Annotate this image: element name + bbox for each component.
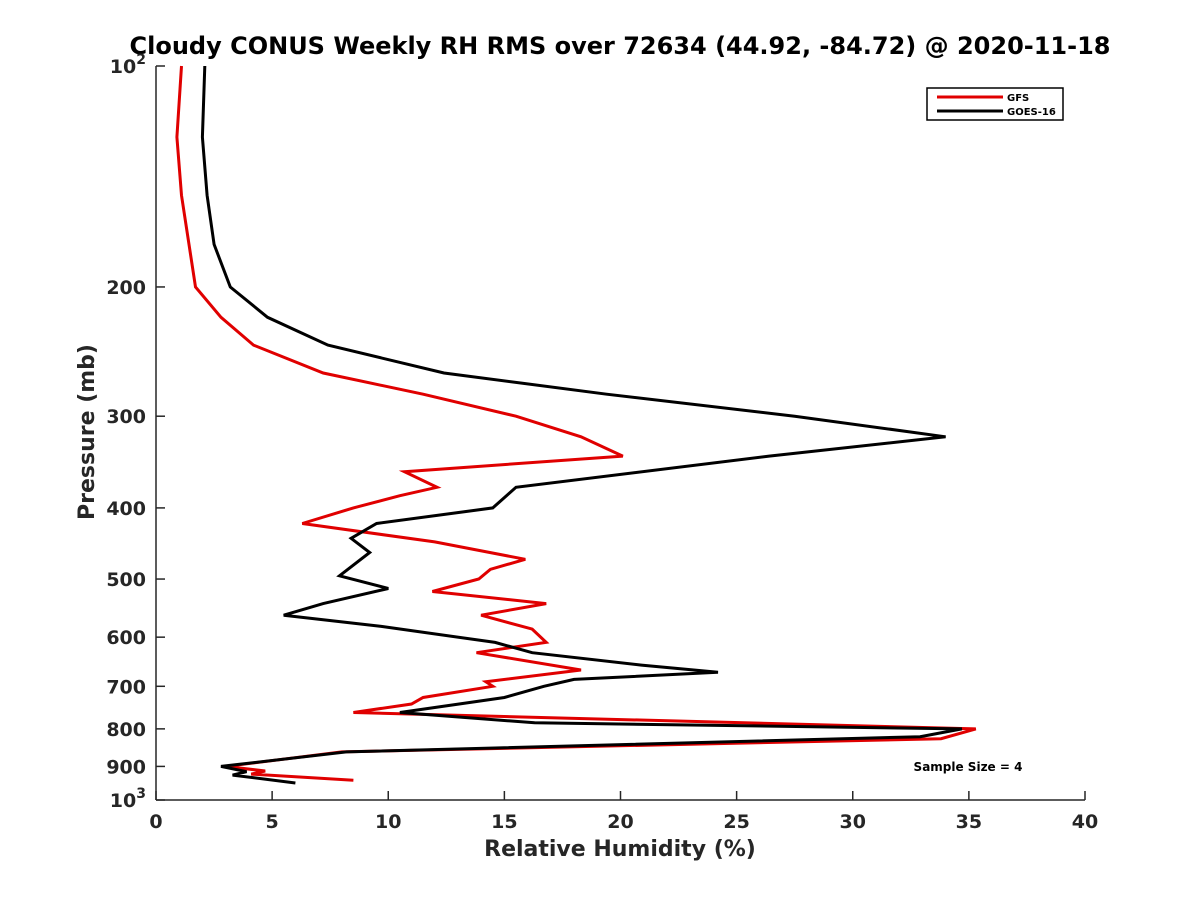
series-layer bbox=[175, 65, 977, 785]
x-tick-label: 40 bbox=[1072, 811, 1098, 833]
y-tick-label: 700 bbox=[106, 676, 146, 698]
chart-title: Cloudy CONUS Weekly RH RMS over 72634 (4… bbox=[130, 32, 1111, 60]
x-tick-label: 35 bbox=[956, 811, 982, 833]
y-tick-label: 400 bbox=[106, 498, 146, 520]
sample-size-annotation: Sample Size = 4 bbox=[914, 760, 1023, 774]
series-line-goes16 bbox=[200, 65, 963, 785]
y-tick-label: 900 bbox=[106, 756, 146, 778]
x-tick-label: 25 bbox=[723, 811, 749, 833]
axes: 0 5 10 15 20 25 30 35 40 102 200 300 400 500 600 700 800… bbox=[106, 52, 1098, 833]
y-axis-label: Pressure (mb) bbox=[75, 344, 100, 520]
y-tick-label: 800 bbox=[106, 719, 146, 741]
x-tick-label: 15 bbox=[491, 811, 517, 833]
legend-label-goes16: GOES-16 bbox=[1007, 107, 1056, 118]
x-tick-label: 30 bbox=[840, 811, 866, 833]
x-axis-label: Relative Humidity (%) bbox=[484, 837, 756, 862]
y-tick-label: 500 bbox=[106, 569, 146, 591]
legend-label-gfs: GFS bbox=[1007, 93, 1029, 104]
legend: GFS GOES-16 bbox=[926, 87, 1064, 121]
legend-box bbox=[926, 87, 1064, 121]
y-tick-label: 300 bbox=[106, 406, 146, 428]
x-tick-label: 0 bbox=[149, 811, 162, 833]
series-line-gfs bbox=[175, 65, 977, 782]
x-tick-label: 10 bbox=[375, 811, 401, 833]
x-tick-label: 5 bbox=[266, 811, 279, 833]
y-tick-label: 200 bbox=[106, 277, 146, 299]
y-tick-label: 103 bbox=[110, 786, 146, 812]
x-tick-label: 20 bbox=[607, 811, 633, 833]
y-tick-label: 600 bbox=[106, 627, 146, 649]
y-tick-label: 102 bbox=[110, 52, 146, 78]
